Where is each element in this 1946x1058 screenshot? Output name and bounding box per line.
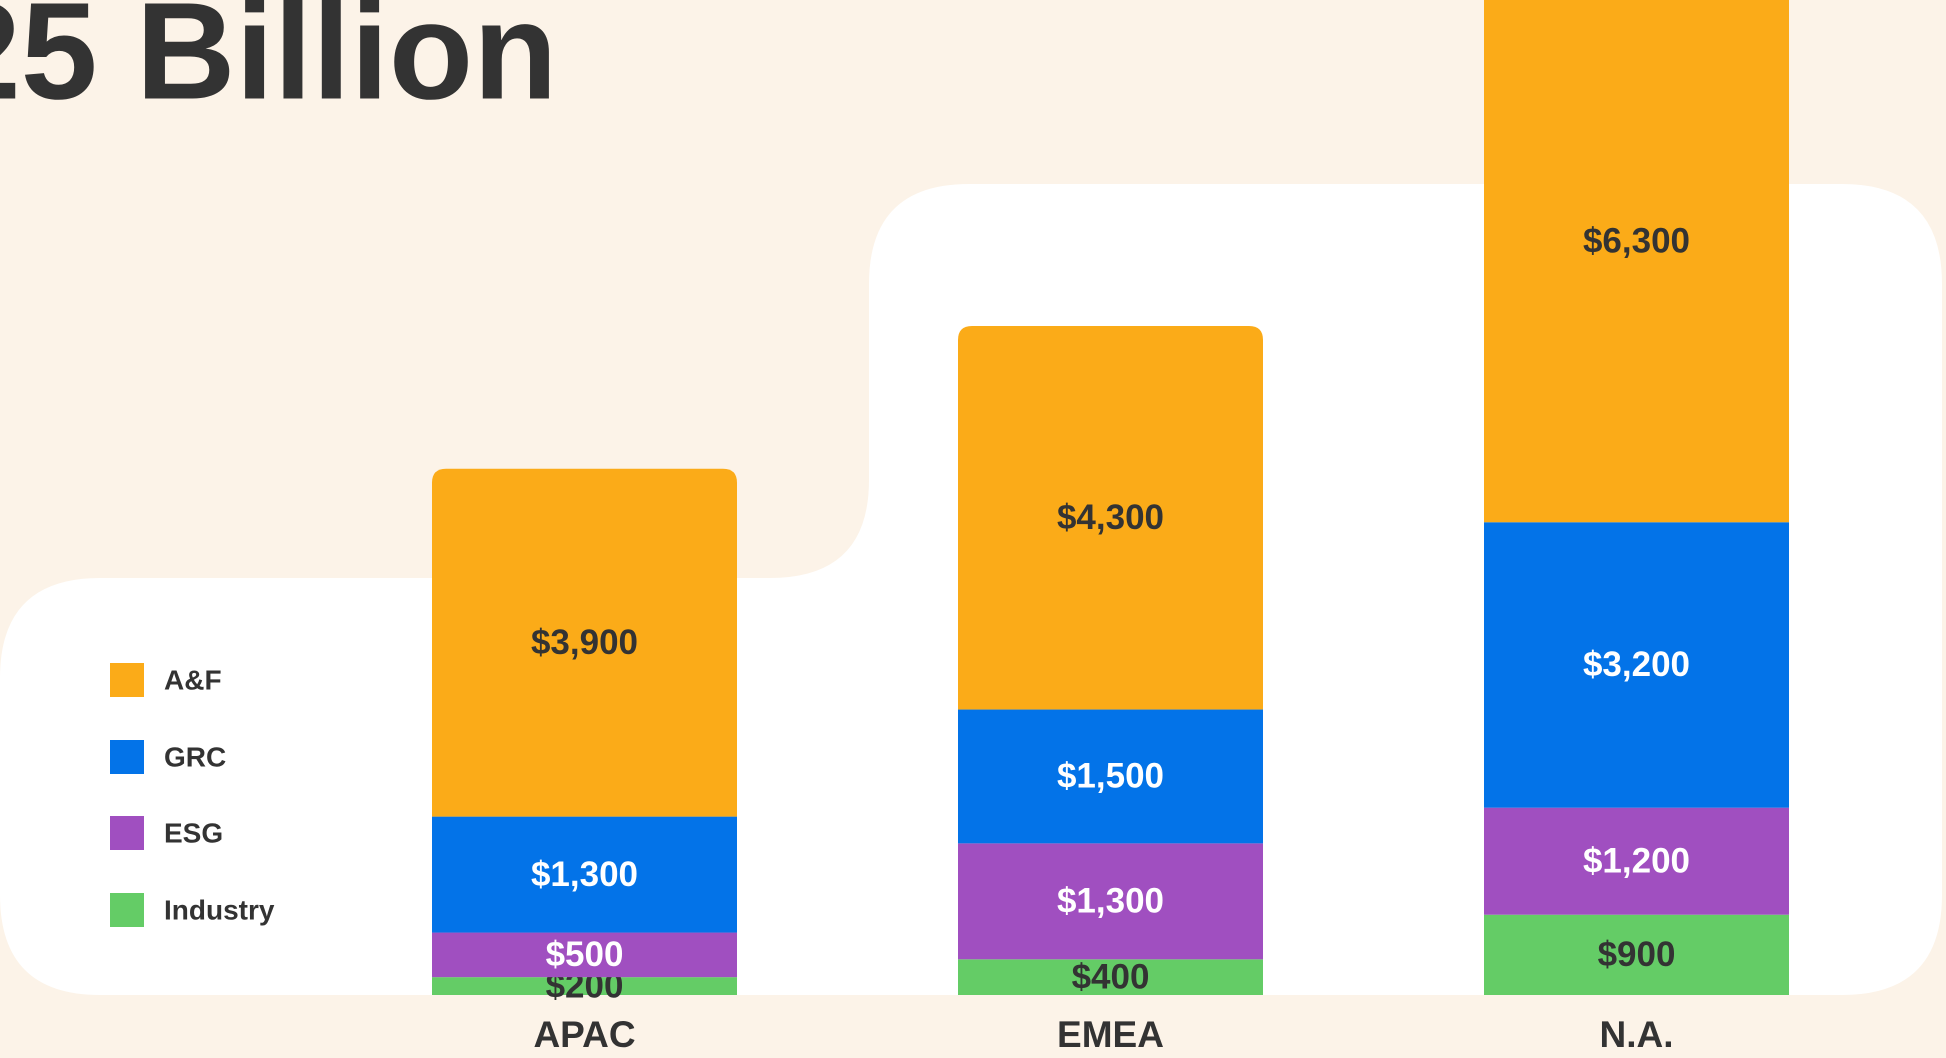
x-tick-label: N.A. (1600, 1014, 1674, 1055)
bar-segment (432, 816, 737, 933)
bar-segment (1484, 0, 1789, 523)
x-tick-label: APAC (533, 1014, 635, 1055)
value-label: $500 (546, 935, 624, 974)
bar-segment (432, 468, 737, 817)
value-label: $400 (1072, 957, 1150, 996)
x-tick-label: EMEA (1057, 1014, 1164, 1055)
legend-label: A&F (164, 664, 222, 695)
value-label: $1,200 (1583, 841, 1690, 880)
legend-swatch (110, 740, 144, 774)
bar-segment (958, 709, 1263, 844)
value-label: $1,500 (1057, 757, 1164, 796)
legend-label: ESG (164, 817, 223, 848)
legend-swatch (110, 663, 144, 697)
bar-segment (958, 959, 1263, 995)
value-label: $1,300 (531, 855, 638, 894)
bar-segment (432, 977, 737, 995)
legend-swatch (110, 816, 144, 850)
value-label: $3,900 (531, 623, 638, 662)
bar-segment (958, 326, 1263, 710)
legend-swatch (110, 893, 144, 927)
bar-segment (1484, 522, 1789, 808)
chart-title: 25 Billion (0, 0, 557, 128)
value-label: $1,300 (1057, 882, 1164, 921)
legend-label: GRC (164, 741, 226, 772)
bar-segment (958, 843, 1263, 960)
bar-segment (432, 932, 737, 978)
value-label: $900 (1598, 935, 1676, 974)
legend-label: Industry (164, 894, 275, 925)
value-label: $6,300 (1583, 222, 1690, 261)
bar-segment (1484, 914, 1789, 995)
value-label: $3,200 (1583, 645, 1690, 684)
value-label: $4,300 (1057, 498, 1164, 537)
bar-segment (1484, 807, 1789, 915)
